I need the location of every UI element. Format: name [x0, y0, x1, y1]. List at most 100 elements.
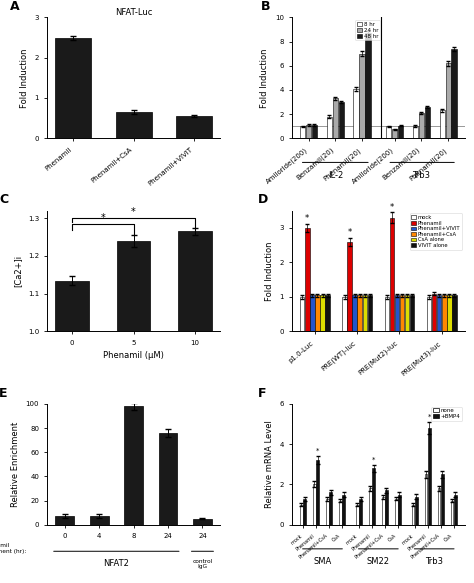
Bar — [357, 295, 362, 332]
Bar — [369, 489, 372, 525]
Bar — [392, 129, 397, 138]
Bar — [451, 49, 456, 138]
Bar — [353, 295, 357, 332]
Bar — [438, 489, 440, 525]
Bar — [320, 295, 325, 332]
Bar — [124, 406, 143, 525]
Bar — [398, 125, 403, 138]
Bar — [300, 504, 303, 525]
Y-axis label: Fold Induction: Fold Induction — [20, 48, 29, 108]
Bar — [193, 519, 212, 525]
Bar — [395, 498, 398, 525]
Text: *: * — [131, 207, 136, 217]
Bar — [329, 493, 332, 525]
Bar — [300, 297, 304, 332]
Y-axis label: Relative mRNA Level: Relative mRNA Level — [265, 420, 274, 508]
Bar — [451, 501, 453, 525]
Y-axis label: Fold Induction: Fold Induction — [260, 48, 269, 108]
Bar — [412, 504, 414, 525]
Legend: mock, Phenamil, Phenamil+VIVIT, Phenamil+CsA, CsA alone, VIVIT alone: mock, Phenamil, Phenamil+VIVIT, Phenamil… — [410, 213, 462, 250]
Bar — [372, 468, 375, 525]
Legend: 8 hr, 24 hr, 48 hr: 8 hr, 24 hr, 48 hr — [355, 20, 380, 40]
Text: *: * — [428, 414, 431, 420]
Bar — [365, 33, 371, 138]
Bar — [305, 228, 310, 332]
Text: SM22: SM22 — [367, 557, 390, 566]
Bar — [342, 297, 347, 332]
Bar — [363, 295, 367, 332]
Text: E: E — [0, 387, 8, 400]
Bar — [356, 504, 358, 525]
Bar — [368, 295, 372, 332]
Bar — [382, 497, 384, 525]
Text: *: * — [347, 228, 352, 237]
Bar — [454, 494, 456, 525]
Bar — [446, 64, 451, 138]
Bar — [386, 126, 392, 138]
Bar — [398, 494, 401, 525]
Text: Phenamil
Treatment (hr):: Phenamil Treatment (hr): — [0, 543, 26, 554]
Bar — [447, 295, 452, 332]
Bar — [55, 38, 91, 138]
Text: *: * — [100, 213, 105, 223]
Bar — [90, 517, 109, 525]
Bar — [441, 475, 444, 525]
Bar — [300, 126, 305, 138]
Bar — [310, 295, 315, 332]
Text: Trb3: Trb3 — [425, 557, 443, 566]
Y-axis label: [Ca2+]i: [Ca2+]i — [13, 255, 22, 287]
Bar — [439, 111, 445, 138]
Bar — [385, 490, 388, 525]
Bar — [390, 217, 394, 332]
Bar — [117, 241, 150, 332]
Bar — [55, 517, 74, 525]
Bar — [316, 461, 319, 525]
Bar — [333, 99, 338, 138]
Text: C: C — [0, 194, 8, 206]
Bar — [313, 484, 316, 525]
Bar — [303, 498, 306, 525]
Bar — [413, 126, 418, 138]
X-axis label: Phenamil (μM): Phenamil (μM) — [103, 352, 164, 360]
Legend: none, +BMP4: none, +BMP4 — [431, 407, 462, 421]
Bar — [359, 54, 365, 138]
Bar — [442, 295, 447, 332]
Y-axis label: Relative Enrichment: Relative Enrichment — [11, 422, 20, 507]
Bar — [410, 295, 414, 332]
Text: A: A — [9, 0, 19, 13]
Bar — [326, 498, 328, 525]
Text: control
IgG: control IgG — [192, 559, 212, 570]
Text: *: * — [390, 203, 394, 212]
Bar — [338, 102, 344, 138]
Bar — [116, 112, 152, 138]
Text: *: * — [305, 214, 310, 223]
Bar — [158, 433, 177, 525]
Bar — [437, 295, 441, 332]
Bar — [425, 475, 428, 525]
Text: NFAT2: NFAT2 — [103, 559, 129, 567]
Text: F: F — [258, 387, 266, 400]
Bar — [384, 297, 389, 332]
Bar — [425, 107, 430, 138]
Bar — [325, 295, 330, 332]
Bar — [428, 428, 431, 525]
Bar — [452, 295, 456, 332]
Text: Trb3: Trb3 — [412, 171, 430, 180]
Bar — [400, 295, 404, 332]
Text: IL-2: IL-2 — [328, 171, 343, 180]
Bar — [427, 297, 431, 332]
Bar — [176, 116, 212, 138]
Bar — [359, 498, 362, 525]
Bar — [315, 295, 319, 332]
Text: B: B — [261, 0, 271, 13]
Bar — [178, 231, 212, 332]
Bar — [395, 295, 399, 332]
Text: D: D — [258, 194, 268, 206]
Text: SMA: SMA — [313, 557, 332, 566]
Bar — [419, 113, 424, 138]
Bar — [339, 501, 342, 525]
Bar — [306, 125, 311, 138]
Text: *: * — [316, 448, 319, 454]
Bar — [55, 280, 89, 332]
Bar — [312, 125, 317, 138]
